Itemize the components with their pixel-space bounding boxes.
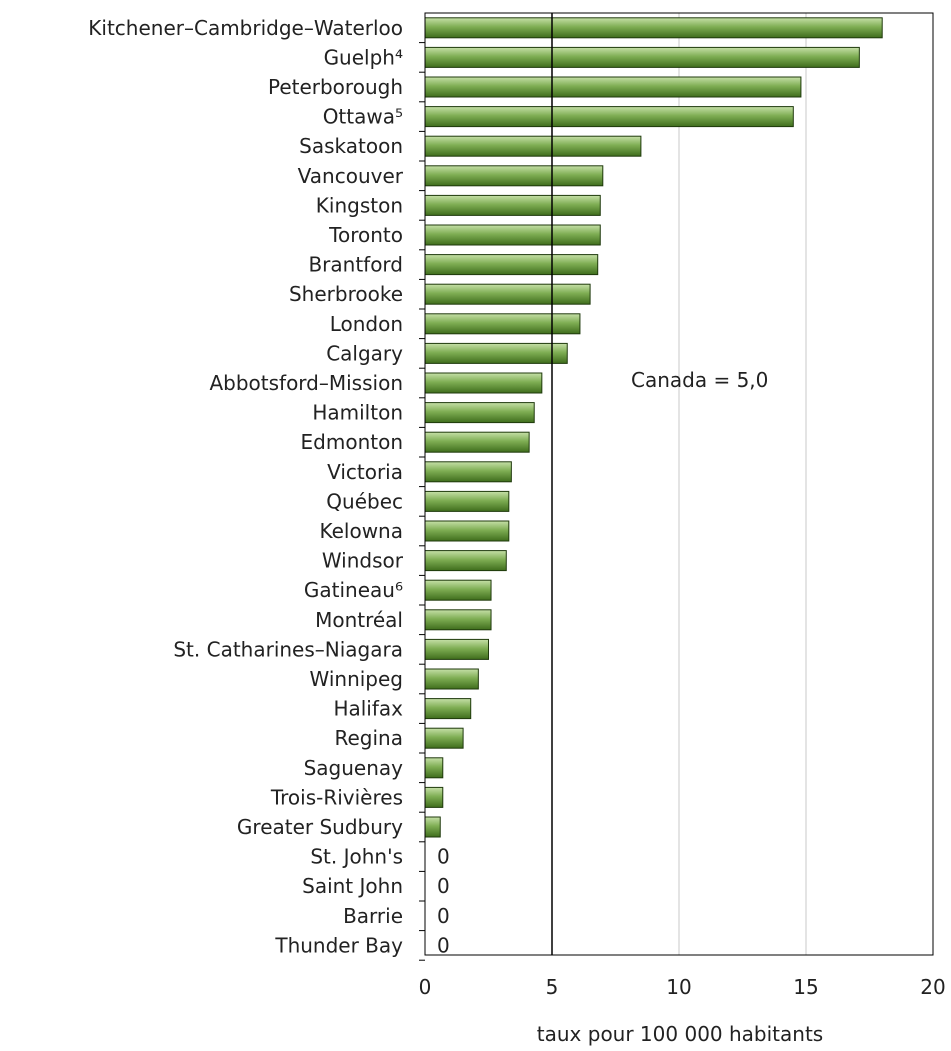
bar [424,283,591,305]
zero-value-label: 0 [437,845,450,869]
category-label: Toronto [328,223,403,247]
bar [424,786,444,808]
bar [424,668,479,690]
category-label: Regina [335,726,404,750]
category-label: Calgary [326,341,403,365]
bar [424,372,543,394]
zero-value-label: 0 [437,904,450,928]
x-axis-label: taux pour 100 000 habitants [537,1022,823,1046]
bar [424,224,601,246]
bar [424,520,510,542]
category-label: Saint John [302,874,403,898]
category-label: Abbotsford–Mission [209,371,403,395]
zero-value-label: 0 [437,874,450,898]
bar [424,490,510,512]
category-label: Winnipeg [310,667,404,691]
zero-value-label: 0 [437,933,450,957]
reference-layer: Canada = 5,0 [551,13,768,955]
axes [419,12,934,961]
bars: 0 0 0 0 [424,17,883,957]
category-label: London [330,312,403,336]
category-label: Kelowna [319,519,403,543]
category-label: Québec [326,489,403,513]
plot-frame [424,12,934,956]
category-label: Ottawa⁵ [323,105,403,129]
bar [424,106,794,128]
x-tick-label: 15 [793,975,818,999]
category-label: Vancouver [298,164,404,188]
category-label: Halifax [333,697,403,721]
category-label: Trois-Rivières [270,785,403,809]
x-tick-label: 20 [920,975,945,999]
category-labels: Kitchener–Cambridge–Waterloo Guelph⁴ Peter… [88,16,403,958]
category-label: Greater Sudbury [237,815,403,839]
category-label: Thunder Bay [274,933,403,957]
category-label: Sherbrooke [289,282,403,306]
category-label: Montréal [315,608,403,632]
bar [424,402,535,424]
bar [424,757,444,779]
bar [424,550,507,572]
tick-labels: 0 5 10 15 20 [419,975,946,999]
category-label: St. John's [310,845,403,869]
category-label: St. Catharines–Niagara [173,637,403,661]
bar [424,165,604,187]
bar [424,254,599,276]
category-label: Guelph⁴ [324,45,403,69]
bar [424,76,802,98]
category-label: Gatineau⁶ [304,578,403,602]
category-label: Brantford [308,253,403,277]
category-label: Kingston [316,193,403,217]
bar [424,638,489,660]
category-label: Hamilton [312,401,403,425]
bar [424,135,642,157]
category-label: Edmonton [301,430,403,454]
category-label: Saskatoon [299,134,403,158]
grid-lines [678,13,934,955]
bar [424,579,492,601]
bar [424,313,581,335]
category-label: Saguenay [304,756,404,780]
category-label: Victoria [327,460,403,484]
bar [424,609,492,631]
bar [424,816,441,838]
bar [424,698,472,720]
bar [424,461,512,483]
x-tick-label: 10 [666,975,691,999]
category-label: Barrie [343,904,403,928]
reference-line-label: Canada = 5,0 [631,368,768,392]
x-tick-label: 5 [546,975,559,999]
x-tick-label: 0 [419,975,432,999]
category-label: Kitchener–Cambridge–Waterloo [88,16,403,40]
bar [424,46,860,68]
bar [424,194,601,216]
bar [424,727,464,749]
bar [424,17,883,39]
category-label: Peterborough [268,75,403,99]
bar [424,431,530,453]
bar [424,342,568,364]
category-label: Windsor [322,549,404,573]
